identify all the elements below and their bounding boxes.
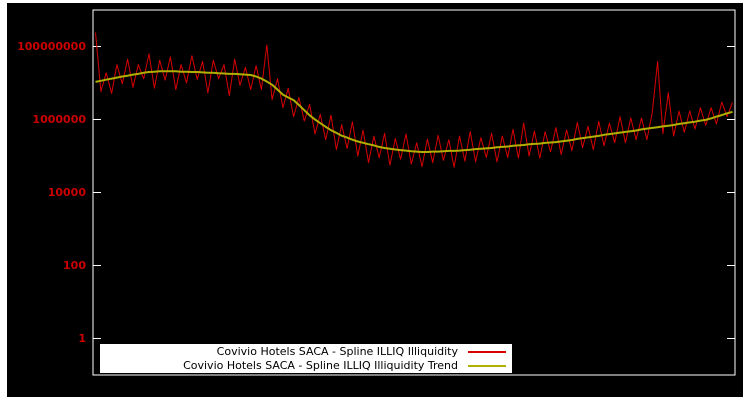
trend-series-line <box>95 70 733 153</box>
illiquidity-series-line <box>95 32 733 168</box>
legend-line-sample-illiquidity <box>468 350 506 353</box>
plot-frame <box>92 9 736 376</box>
legend-label-illiquidity: Covivio Hotels SACA - Spline ILLIQ Illiq… <box>216 345 458 358</box>
legend-label-trend: Covivio Hotels SACA - Spline ILLIQ Illiq… <box>183 359 458 372</box>
legend-entry-illiquidity: Covivio Hotels SACA - Spline ILLIQ Illiq… <box>100 345 512 358</box>
legend-line-sample-trend <box>468 364 506 367</box>
legend-entry-trend: Covivio Hotels SACA - Spline ILLIQ Illiq… <box>100 359 512 372</box>
legend: Covivio Hotels SACA - Spline ILLIQ Illiq… <box>100 344 512 373</box>
